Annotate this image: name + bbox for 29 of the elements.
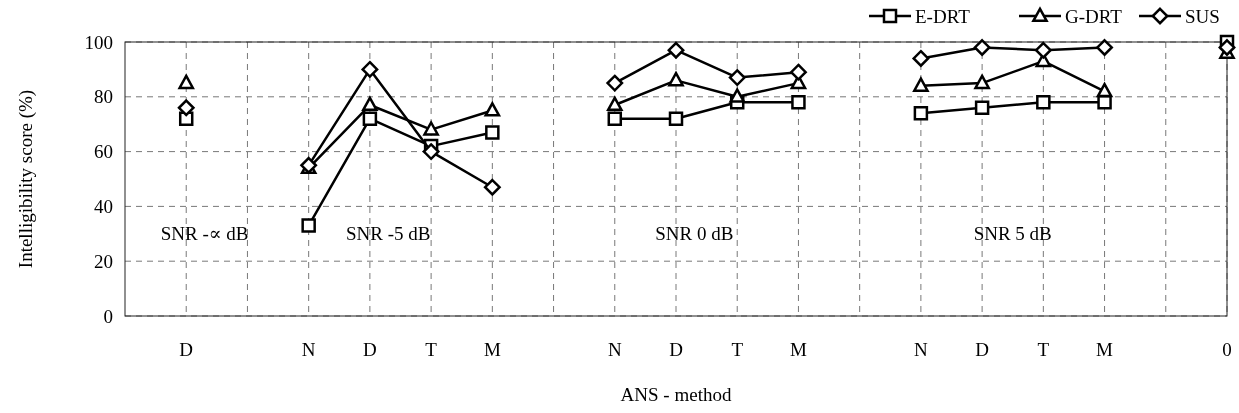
y-tick-label: 20	[94, 250, 113, 272]
x-tick-label: D	[363, 339, 377, 360]
x-tick-label: D	[975, 339, 989, 360]
y-tick-label: 40	[94, 196, 113, 218]
legend-label: G-DRT	[1065, 5, 1123, 27]
x-tick-label: N	[607, 339, 622, 360]
y-axis-title: Intelligibility score (%)	[15, 89, 37, 269]
y-tick-label: 0	[103, 305, 113, 327]
y-tick-label: 60	[94, 141, 113, 163]
x-tick-label: T	[1037, 339, 1050, 360]
x-axis-title: ANS - method	[620, 384, 732, 405]
annotation: SNR -∝ dB	[160, 223, 249, 245]
y-tick-label: 80	[94, 86, 113, 108]
x-tick-label: T	[425, 339, 438, 360]
y-tick-label: 100	[84, 31, 113, 53]
x-tick-label: M	[1096, 339, 1114, 360]
annotation: SNR -5 dB	[346, 223, 431, 245]
x-tick-label: N	[914, 339, 929, 360]
annotation: SNR 5 dB	[973, 223, 1052, 245]
x-tick-label: D	[669, 339, 683, 360]
x-tick-label: T	[731, 339, 744, 360]
x-tick-label: M	[483, 339, 501, 360]
x-tick-label: M	[789, 339, 807, 360]
annotation: SNR 0 dB	[655, 223, 734, 245]
x-tick-label: D	[179, 339, 194, 360]
x-tick-label: N	[301, 339, 316, 360]
legend-label: SUS	[1185, 5, 1220, 27]
x-tick-label: 0	[1222, 339, 1232, 360]
legend-label: E-DRT	[915, 5, 971, 27]
